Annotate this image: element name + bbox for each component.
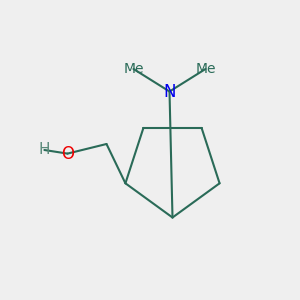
Text: Me: Me	[195, 62, 216, 76]
Text: H: H	[39, 142, 50, 158]
Text: N: N	[163, 82, 176, 100]
Text: O: O	[61, 145, 74, 163]
Text: Me: Me	[123, 62, 144, 76]
